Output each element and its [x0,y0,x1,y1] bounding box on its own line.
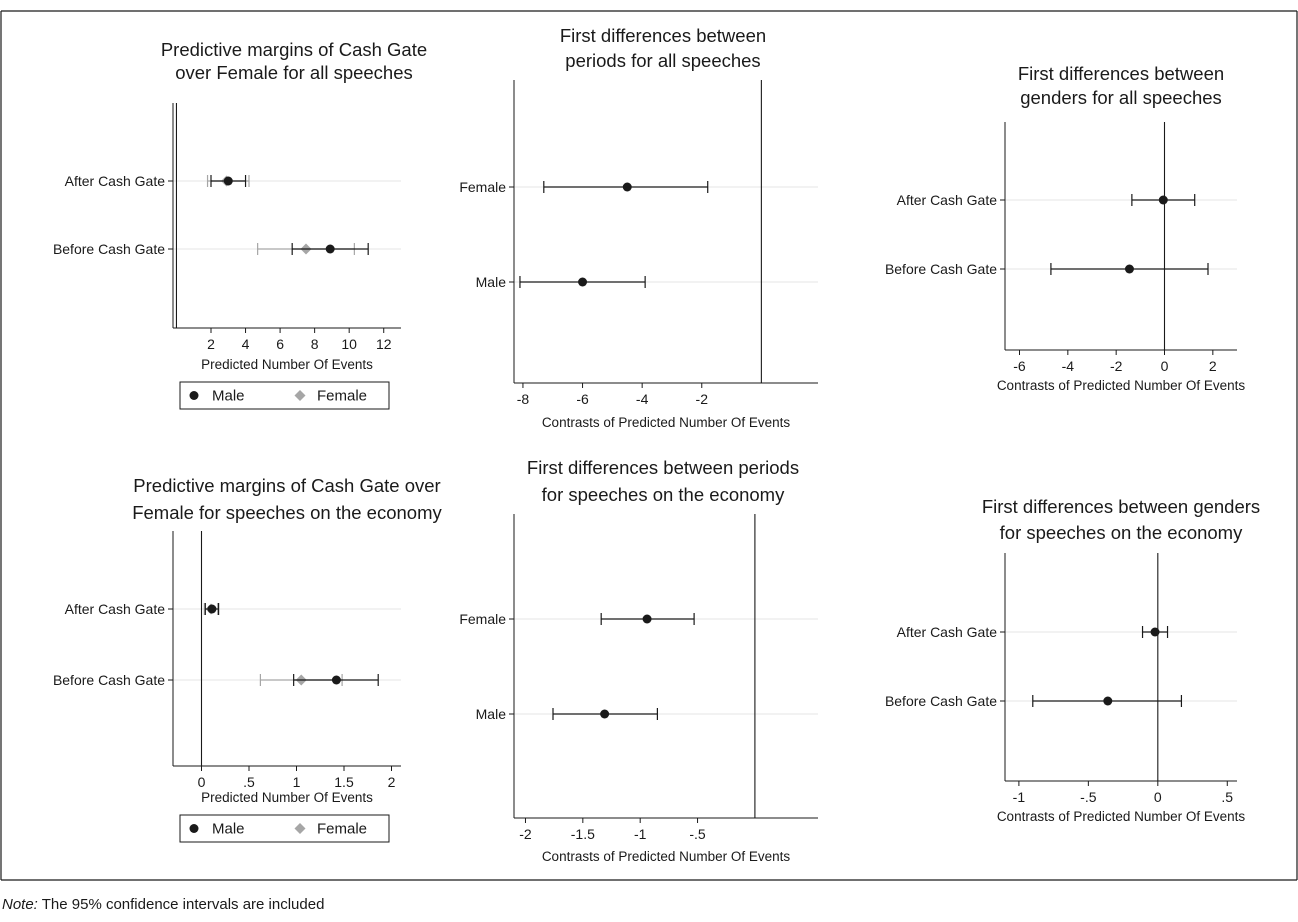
x-tick-label: 0 [1161,358,1169,374]
chart-title-line: First differences between [560,25,766,46]
x-tick-label: -1 [1013,789,1026,805]
chart-title-line: First differences between genders [982,496,1260,517]
x-tick-label: -.5 [689,826,706,842]
x-axis-label: Predicted Number Of Events [201,357,373,372]
x-tick-label: .5 [243,774,255,790]
legend-box [179,814,390,843]
point-estimate [600,709,610,719]
point-estimate [642,614,652,624]
x-tick-label: -1.5 [571,826,595,842]
y-tick-label: Male [476,274,507,290]
point-male [325,244,335,254]
legend-label-female: Female [317,388,367,405]
point-male [331,675,341,685]
x-tick-label: 2 [207,336,215,352]
point-estimate [1150,627,1160,637]
y-tick-label: Before Cash Gate [53,672,165,688]
x-axis-label: Predicted Number Of Events [201,790,373,805]
x-tick-label: 0 [198,774,206,790]
point-male [223,176,233,186]
point-male [207,604,217,614]
y-tick-label: Before Cash Gate [885,261,997,277]
x-tick-label: -2 [1110,358,1123,374]
panel-periods-economy: First differences between periods for spe… [459,457,818,864]
legend-marker-female [294,390,306,401]
y-tick-label: After Cash Gate [897,624,998,640]
legend-marker-male [189,391,199,400]
panel-periods-all-speeches: First differences between periods for all… [459,25,818,430]
x-tick-label: 6 [276,336,284,352]
x-axis-label: Contrasts of Predicted Number Of Events [997,809,1246,824]
legend-marker-female [294,823,306,834]
panel-genders-economy: First differences between genders for spe… [885,496,1260,824]
x-tick-label: -2 [696,391,709,407]
x-tick-label: -2 [519,826,532,842]
chart-title-line: Predictive margins of Cash Gate over [133,475,440,496]
y-tick-label: After Cash Gate [897,192,998,208]
y-tick-label: After Cash Gate [65,601,166,617]
legend-box [179,381,390,410]
chart-title-line: First differences between periods [527,457,799,478]
x-tick-label: -8 [517,391,530,407]
point-estimate [578,277,588,287]
x-tick-label: 2 [1209,358,1217,374]
x-tick-label: 1.5 [334,774,354,790]
x-tick-label: -.5 [1080,789,1097,805]
chart-title-line: First differences between [1018,63,1224,84]
chart-title-line: over Female for all speeches [175,62,413,83]
x-tick-label: 10 [341,336,357,352]
y-tick-label: Female [459,611,506,627]
x-tick-label: 0 [1154,789,1162,805]
x-tick-label: .5 [1221,789,1233,805]
x-axis-label: Contrasts of Predicted Number Of Events [997,378,1246,393]
legend-bottom: Male Female [179,814,390,843]
legend-label-male: Male [212,821,245,838]
note-text: Note: The 95% confidence intervals are i… [2,896,324,913]
chart-title-line: periods for all speeches [565,50,760,71]
point-estimate [1124,264,1134,274]
x-tick-label: -6 [576,391,589,407]
point-estimate [622,182,632,192]
note-prefix: Note: [2,896,38,913]
legend-marker-male [189,824,199,833]
y-tick-label: Before Cash Gate [53,241,165,257]
x-axis-label: Contrasts of Predicted Number Of Events [542,415,791,430]
y-tick-label: After Cash Gate [65,173,166,189]
x-tick-label: 8 [311,336,319,352]
chart-title-line: genders for all speeches [1020,87,1222,108]
chart-title-line: Predictive margins of Cash Gate [161,39,427,60]
y-tick-label: Female [459,179,506,195]
point-estimate [1158,195,1168,205]
legend-top: Male Female [179,381,390,410]
chart-title-line: for speeches on the economy [542,484,785,505]
x-tick-label: 12 [376,336,392,352]
y-tick-label: Male [476,706,507,722]
x-tick-label: 1 [293,774,301,790]
panel-genders-all-speeches: First differences between genders for all… [885,63,1245,393]
chart-title-line: for speeches on the economy [1000,522,1243,543]
note-body: The 95% confidence intervals are include… [38,896,325,913]
x-axis-label: Contrasts of Predicted Number Of Events [542,849,791,864]
x-tick-label: -4 [1062,358,1075,374]
legend-label-female: Female [317,821,367,838]
point-estimate [1103,696,1113,706]
x-tick-label: -4 [636,391,649,407]
x-tick-label: -1 [634,826,647,842]
x-tick-label: -6 [1013,358,1026,374]
panel-margins-economy: Predictive margins of Cash Gate over Fema… [53,475,443,805]
x-tick-label: 4 [242,336,250,352]
chart-title-line: Female for speeches on the economy [132,502,442,523]
legend-label-male: Male [212,388,245,405]
y-tick-label: Before Cash Gate [885,693,997,709]
x-tick-label: 2 [388,774,396,790]
